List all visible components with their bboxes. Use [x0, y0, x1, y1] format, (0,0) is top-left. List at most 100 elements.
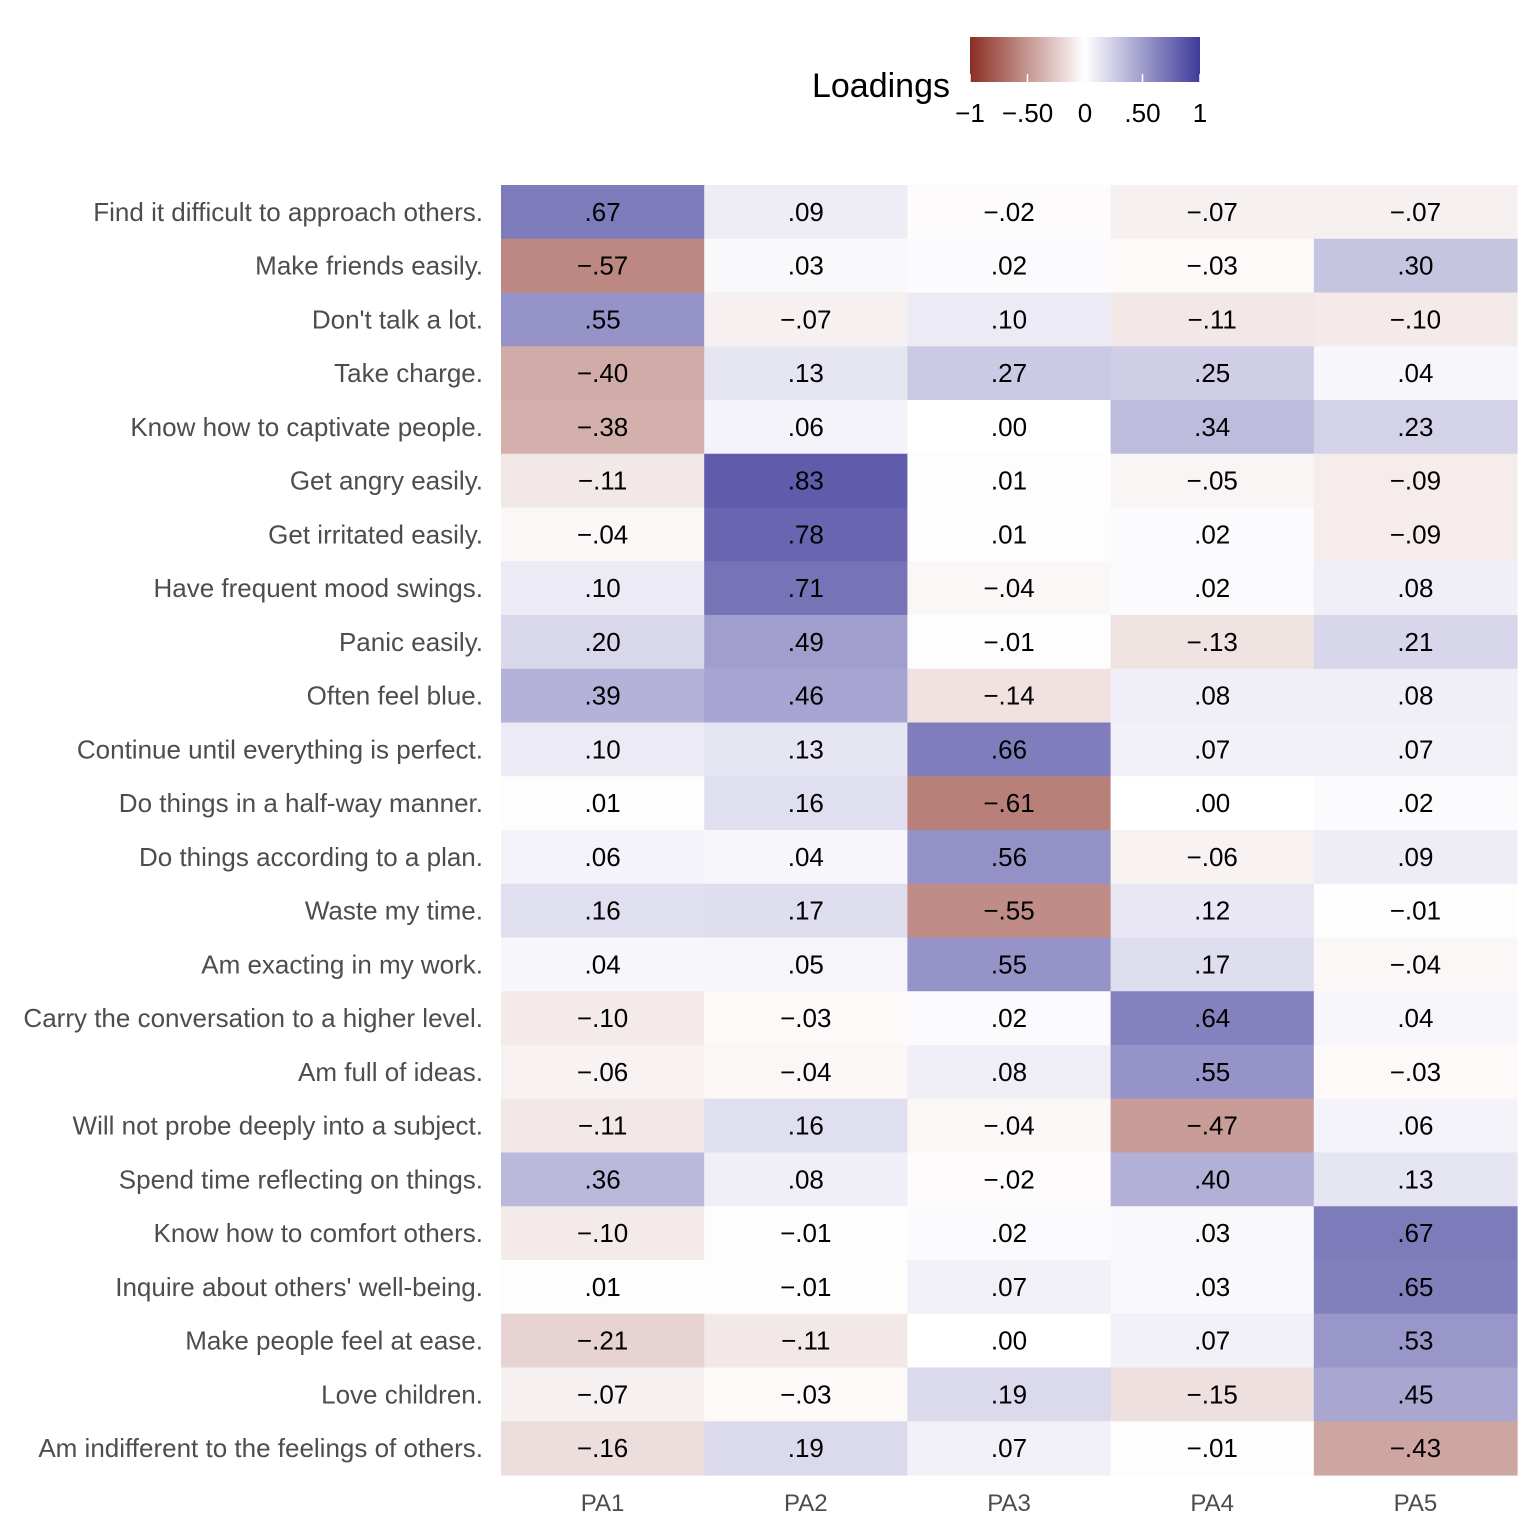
- cell-value-label: .02: [1397, 788, 1433, 818]
- cell-value-label: .04: [1397, 1003, 1433, 1033]
- row-label: Do things according to a plan.: [139, 842, 483, 872]
- heatmap-cell: [1313, 1260, 1518, 1315]
- heatmap-cell: [1110, 1206, 1315, 1261]
- heatmap-cell: [1313, 561, 1518, 616]
- cell-value-label: −.14: [983, 681, 1034, 711]
- cell-value-label: .27: [991, 358, 1027, 388]
- heatmap-cell: [704, 1045, 908, 1100]
- cell-value-label: −.21: [577, 1326, 628, 1356]
- heatmap-cell: [907, 400, 1112, 455]
- cell-value-label: .19: [991, 1379, 1027, 1409]
- cell-value-label: .13: [788, 358, 824, 388]
- cell-value-label: .66: [991, 734, 1027, 764]
- cell-value-label: .03: [788, 251, 824, 281]
- row-label: Am full of ideas.: [298, 1057, 483, 1087]
- cell-value-label: .10: [585, 734, 621, 764]
- heatmap-cell: [1313, 830, 1518, 885]
- heatmap-cell: [1313, 1152, 1518, 1207]
- heatmap-cell: [1110, 615, 1315, 670]
- cell-value-label: .01: [585, 788, 621, 818]
- heatmap-cell: [1313, 1367, 1518, 1422]
- cell-value-label: .05: [788, 949, 824, 979]
- cell-value-label: .53: [1397, 1326, 1433, 1356]
- heatmap-cell: [907, 615, 1112, 670]
- heatmap-cell: [1110, 722, 1315, 777]
- cell-value-label: −.10: [577, 1003, 628, 1033]
- cell-value-label: .03: [1194, 1272, 1230, 1302]
- heatmap-cell: [704, 400, 908, 455]
- column-label: PA2: [784, 1490, 828, 1517]
- heatmap-cell: [1313, 1313, 1518, 1369]
- heatmap-cell: [1110, 1152, 1315, 1207]
- cell-value-label: .19: [788, 1433, 824, 1463]
- row-label: Do things in a half-way manner.: [119, 788, 483, 818]
- heatmap-cell: [704, 238, 908, 294]
- cell-value-label: .20: [585, 627, 621, 657]
- cell-value-label: −.06: [1187, 842, 1238, 872]
- heatmap-cell: [1110, 292, 1315, 347]
- heatmap-cell: [1110, 776, 1315, 831]
- cell-value-label: −.07: [577, 1379, 628, 1409]
- heatmap-cell: [907, 830, 1112, 885]
- heatmap-cell: [1110, 507, 1315, 562]
- heatmap-cell: [501, 776, 705, 831]
- row-label: Take charge.: [334, 358, 483, 388]
- cell-value-label: .16: [788, 1111, 824, 1141]
- cell-value-label: .06: [788, 412, 824, 442]
- cell-value-label: −.11: [781, 1326, 830, 1356]
- heatmap-cell: [704, 561, 908, 616]
- heatmap-cell: [1313, 991, 1518, 1046]
- heatmap-cell: [501, 185, 705, 240]
- cell-value-label: .09: [1397, 842, 1433, 872]
- cell-value-label: −.06: [577, 1057, 628, 1087]
- cell-value-label: −.01: [780, 1218, 831, 1248]
- heatmap-cell: [704, 668, 908, 724]
- legend-tick-label: 1: [1193, 98, 1207, 128]
- legend-tick-label: 0: [1078, 98, 1092, 128]
- heatmap-cell: [1110, 238, 1315, 294]
- row-label: Waste my time.: [305, 896, 483, 926]
- cell-value-label: .09: [788, 197, 824, 227]
- heatmap-cell: [907, 668, 1112, 724]
- cell-value-label: .55: [991, 949, 1027, 979]
- cell-value-label: −.38: [577, 412, 628, 442]
- heatmap-cell: [501, 615, 705, 670]
- heatmap-cell: [1313, 776, 1518, 831]
- cell-value-label: −.04: [577, 519, 628, 549]
- cell-value-label: −.61: [983, 788, 1034, 818]
- cell-value-label: .12: [1194, 896, 1230, 926]
- heatmap-cell: [501, 1098, 705, 1154]
- row-label: Know how to comfort others.: [154, 1218, 483, 1248]
- cell-value-label: −.11: [578, 466, 627, 496]
- heatmap-cell: [501, 1045, 705, 1100]
- cell-value-label: −.09: [1390, 466, 1441, 496]
- cell-value-label: .17: [788, 896, 824, 926]
- cell-value-label: .01: [585, 1272, 621, 1302]
- cell-value-label: .07: [1397, 734, 1433, 764]
- row-label: Will not probe deeply into a subject.: [73, 1111, 483, 1141]
- heatmap-cell: [1313, 507, 1518, 562]
- cell-value-label: −.01: [1187, 1433, 1238, 1463]
- heatmap-cell: [907, 453, 1112, 509]
- cell-value-label: .06: [1397, 1111, 1433, 1141]
- heatmap-cell: [501, 991, 705, 1046]
- heatmap-cell: [501, 830, 705, 885]
- cell-value-label: −.11: [1187, 304, 1236, 334]
- cell-value-label: .67: [585, 197, 621, 227]
- cell-value-label: .02: [991, 1218, 1027, 1248]
- heatmap-cell: [907, 561, 1112, 616]
- heatmap-cell: [704, 722, 908, 777]
- column-labels: PA1 PA2 PA3 PA4 PA5: [581, 1490, 1437, 1517]
- heatmap-cell: [1313, 668, 1518, 724]
- heatmap-cell: [1313, 400, 1518, 455]
- cell-value-label: .23: [1397, 412, 1433, 442]
- row-label: Panic easily.: [339, 627, 483, 657]
- heatmap-cell: [907, 1098, 1112, 1154]
- heatmap-cell: [907, 1260, 1112, 1315]
- heatmap-cell: [907, 292, 1112, 347]
- cell-value-label: −.09: [1390, 519, 1441, 549]
- cell-value-label: .04: [788, 842, 824, 872]
- cell-value-label: .21: [1397, 627, 1433, 657]
- cell-value-label: −.43: [1390, 1433, 1441, 1463]
- row-label: Inquire about others' well-being.: [115, 1272, 483, 1302]
